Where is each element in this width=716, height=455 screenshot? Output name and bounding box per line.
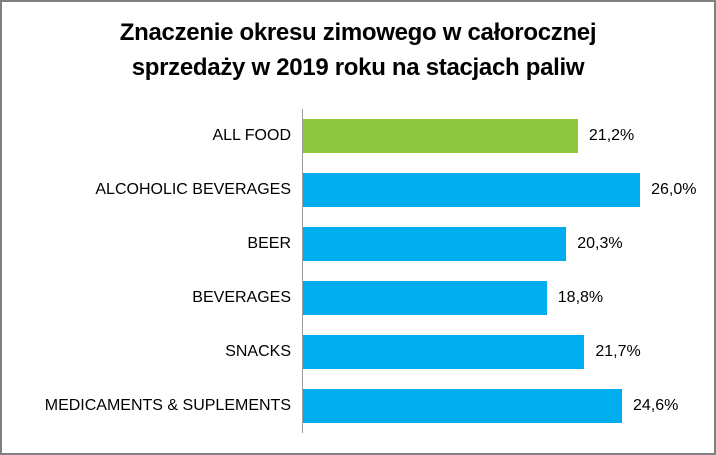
chart-title: Znaczenie okresu zimowego w całorocznej … [2, 15, 714, 85]
chart-row: BEER 20,3% [2, 217, 714, 271]
bar-track: 18,8% [302, 281, 692, 315]
bar-track: 20,3% [302, 227, 692, 261]
bar-snacks [303, 335, 585, 369]
value-label: 24,6% [632, 397, 679, 414]
value-label: 21,2% [588, 127, 635, 144]
bar-track: 26,0% [302, 173, 697, 207]
chart-title-line-2: sprzedaży w 2019 roku na stacjach paliw [131, 54, 585, 81]
bar-beverages [303, 281, 547, 315]
bar-track: 21,7% [302, 335, 692, 369]
category-label: ALCOHOLIC BEVERAGES [95, 181, 291, 198]
bar-medicaments-suplements [303, 389, 622, 423]
y-axis-line [302, 109, 303, 433]
category-label: MEDICAMENTS & SUPLEMENTS [44, 397, 291, 414]
bar-track: 24,6% [302, 389, 692, 423]
chart-row: ALL FOOD 21,2% [2, 109, 714, 163]
value-label: 18,8% [557, 289, 604, 306]
bar-all-food [303, 119, 578, 153]
chart-row: BEVERAGES 18,8% [2, 271, 714, 325]
value-label: 20,3% [577, 235, 623, 252]
category-label: SNACKS [225, 343, 291, 360]
chart-row: MEDICAMENTS & SUPLEMENTS 24,6% [2, 379, 714, 433]
value-label: 21,7% [595, 343, 641, 360]
bar-alcoholic-beverages [303, 173, 641, 207]
chart-title-line-1: Znaczenie okresu zimowego w całorocznej [119, 19, 597, 46]
value-label: 26,0% [651, 181, 697, 198]
plot-area: ALL FOOD 21,2% ALCOHOLIC BEVERAGES 26,0%… [2, 109, 714, 433]
category-label: BEVERAGES [192, 289, 291, 306]
chart-row: ALCOHOLIC BEVERAGES 26,0% [2, 163, 714, 217]
category-label: ALL FOOD [212, 127, 291, 144]
bar-track: 21,2% [302, 119, 692, 153]
category-label: BEER [247, 235, 291, 252]
chart-row: SNACKS 21,7% [2, 325, 714, 379]
bar-beer [303, 227, 567, 261]
